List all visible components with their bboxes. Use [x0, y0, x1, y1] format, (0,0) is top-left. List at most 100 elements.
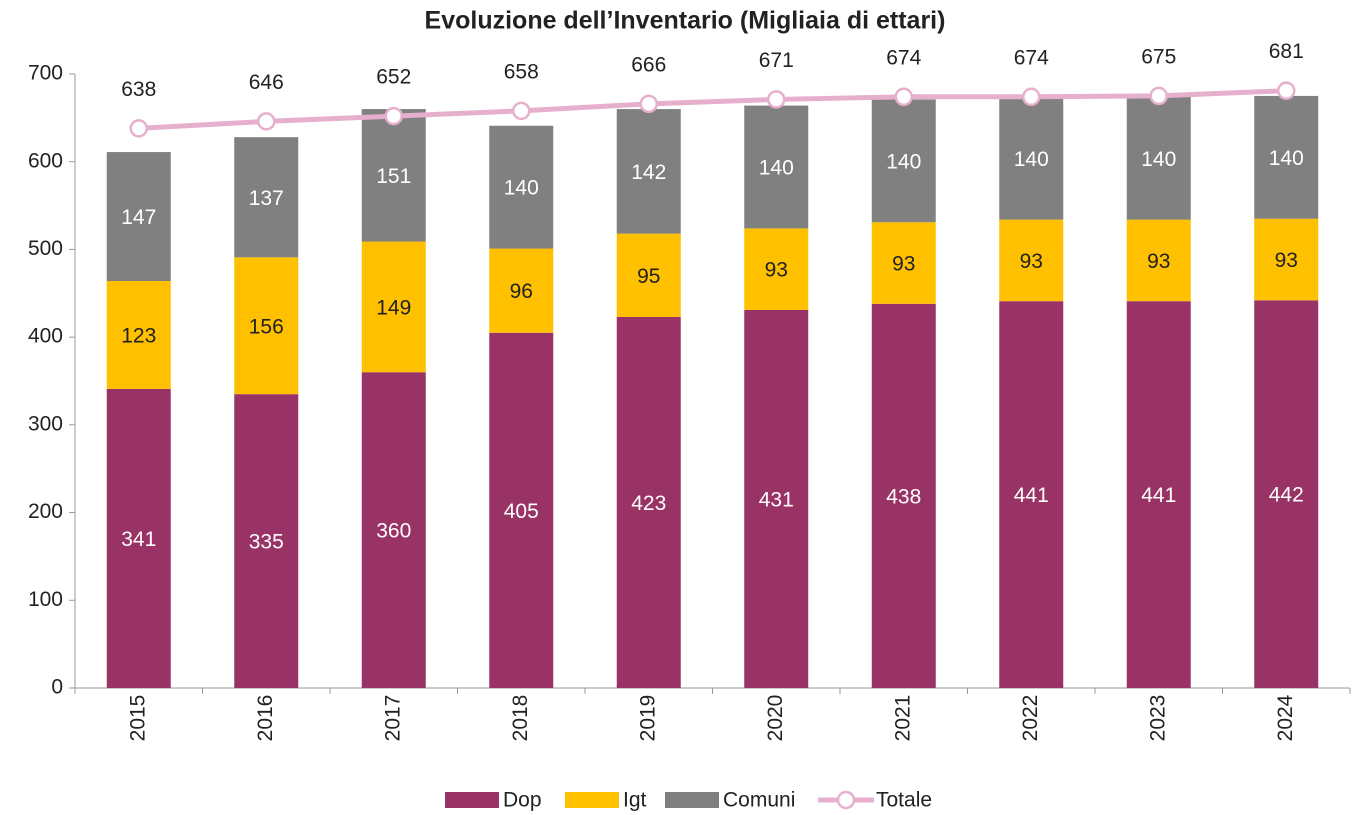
data-label: 335: [249, 531, 284, 554]
bar-segment: [1126, 301, 1191, 688]
data-label: 93: [892, 253, 915, 276]
data-label: 442: [1269, 484, 1304, 507]
data-label: 675: [1141, 45, 1176, 68]
bar-segment: [361, 109, 426, 242]
data-label: 638: [121, 78, 156, 101]
bar-segment: [871, 99, 936, 223]
data-label: 646: [249, 71, 284, 94]
data-label: 140: [504, 177, 539, 200]
bar-segment: [361, 372, 426, 688]
bar-segment: [1126, 219, 1191, 302]
data-label: 123: [121, 324, 156, 347]
bar-segment: [744, 309, 809, 688]
data-label: 423: [631, 492, 666, 515]
data-label: 441: [1141, 484, 1176, 507]
bar-segment: [616, 233, 681, 317]
y-tick-label: 500: [28, 237, 63, 260]
bar-segment: [234, 394, 299, 688]
y-tick-label: 200: [28, 500, 63, 523]
data-label: 151: [376, 165, 411, 188]
data-label: 671: [759, 49, 794, 72]
marker: [384, 106, 403, 126]
marker: [257, 112, 276, 131]
legend-swatch: [836, 790, 856, 810]
x-tick-label: 2019: [636, 695, 659, 742]
data-label: 360: [376, 520, 411, 543]
legend-label: Totale: [876, 789, 932, 812]
legend-swatch: [445, 792, 499, 808]
bar-segment: [1254, 218, 1319, 301]
marker: [639, 94, 658, 114]
y-tick-label: 100: [28, 588, 63, 611]
x-tick-label: 2024: [1274, 694, 1297, 741]
marker: [894, 87, 913, 107]
bar-segment: [106, 281, 171, 389]
data-label: 137: [249, 187, 284, 210]
x-tick-label: 2023: [1146, 695, 1169, 742]
bar-segment: [1254, 300, 1319, 688]
data-label: 140: [1014, 148, 1049, 171]
bar-segment: [106, 388, 171, 688]
line: [138, 88, 1287, 131]
bar-segment: [999, 96, 1064, 220]
bar-segment: [616, 316, 681, 688]
bar-segment: [871, 222, 936, 304]
bar-segment: [234, 137, 299, 258]
bar-segment: [871, 303, 936, 688]
y-tick-label: 0: [51, 676, 63, 699]
marker: [129, 119, 148, 138]
legend-swatch: [665, 792, 719, 808]
data-label: 658: [504, 60, 539, 83]
bar-segment: [489, 332, 554, 688]
x-tick-label: 2020: [764, 695, 787, 742]
bar-segment: [999, 301, 1064, 688]
bar-segment: [106, 152, 171, 282]
data-label: 652: [376, 66, 411, 89]
x-tick-label: 2016: [254, 695, 277, 742]
data-label: 140: [1269, 147, 1304, 170]
x-tick-label: 2022: [1019, 695, 1042, 742]
y-tick-label: 300: [28, 412, 63, 435]
x-tick-label: 2021: [891, 695, 914, 742]
chart-title: Evoluzione dell’Inventario (Migliaia di …: [425, 7, 946, 35]
bar-segment: [489, 125, 554, 249]
data-label: 405: [504, 500, 539, 523]
y-tick-label: 700: [28, 62, 63, 85]
x-tick-label: 2015: [126, 695, 149, 742]
legend-label: Igt: [623, 789, 647, 812]
data-label: 140: [759, 157, 794, 180]
data-label: 96: [510, 280, 533, 303]
data-label: 140: [886, 150, 921, 173]
bar-segment: [1254, 95, 1319, 219]
bar-segment: [744, 228, 809, 310]
marker: [512, 101, 531, 121]
marker: [1022, 87, 1041, 107]
x-tick-label: 2018: [509, 695, 532, 742]
data-label: 93: [1147, 250, 1170, 273]
data-label: 95: [637, 265, 660, 288]
marker: [1277, 81, 1296, 100]
y-tick-label: 400: [28, 325, 63, 348]
data-label: 431: [759, 489, 794, 512]
data-label: 93: [765, 259, 788, 282]
data-label: 341: [121, 528, 156, 551]
data-label: 681: [1269, 40, 1304, 63]
data-label: 93: [1020, 250, 1043, 273]
data-label: 666: [631, 53, 666, 76]
data-label: 438: [886, 485, 921, 508]
bar-segment: [234, 257, 299, 395]
data-label: 142: [631, 161, 666, 184]
data-label: 149: [376, 296, 411, 319]
data-label: 674: [1014, 46, 1049, 69]
bar-segment: [744, 105, 809, 229]
bar-segment: [1126, 96, 1191, 220]
legend-label: Dop: [503, 789, 542, 812]
bar-segment: [489, 248, 554, 333]
data-label: 441: [1014, 484, 1049, 507]
marker: [1149, 86, 1168, 106]
data-label: 156: [249, 315, 284, 338]
x-tick-label: 2017: [381, 695, 404, 742]
bar-segment: [361, 241, 426, 373]
y-tick-label: 600: [28, 149, 63, 172]
